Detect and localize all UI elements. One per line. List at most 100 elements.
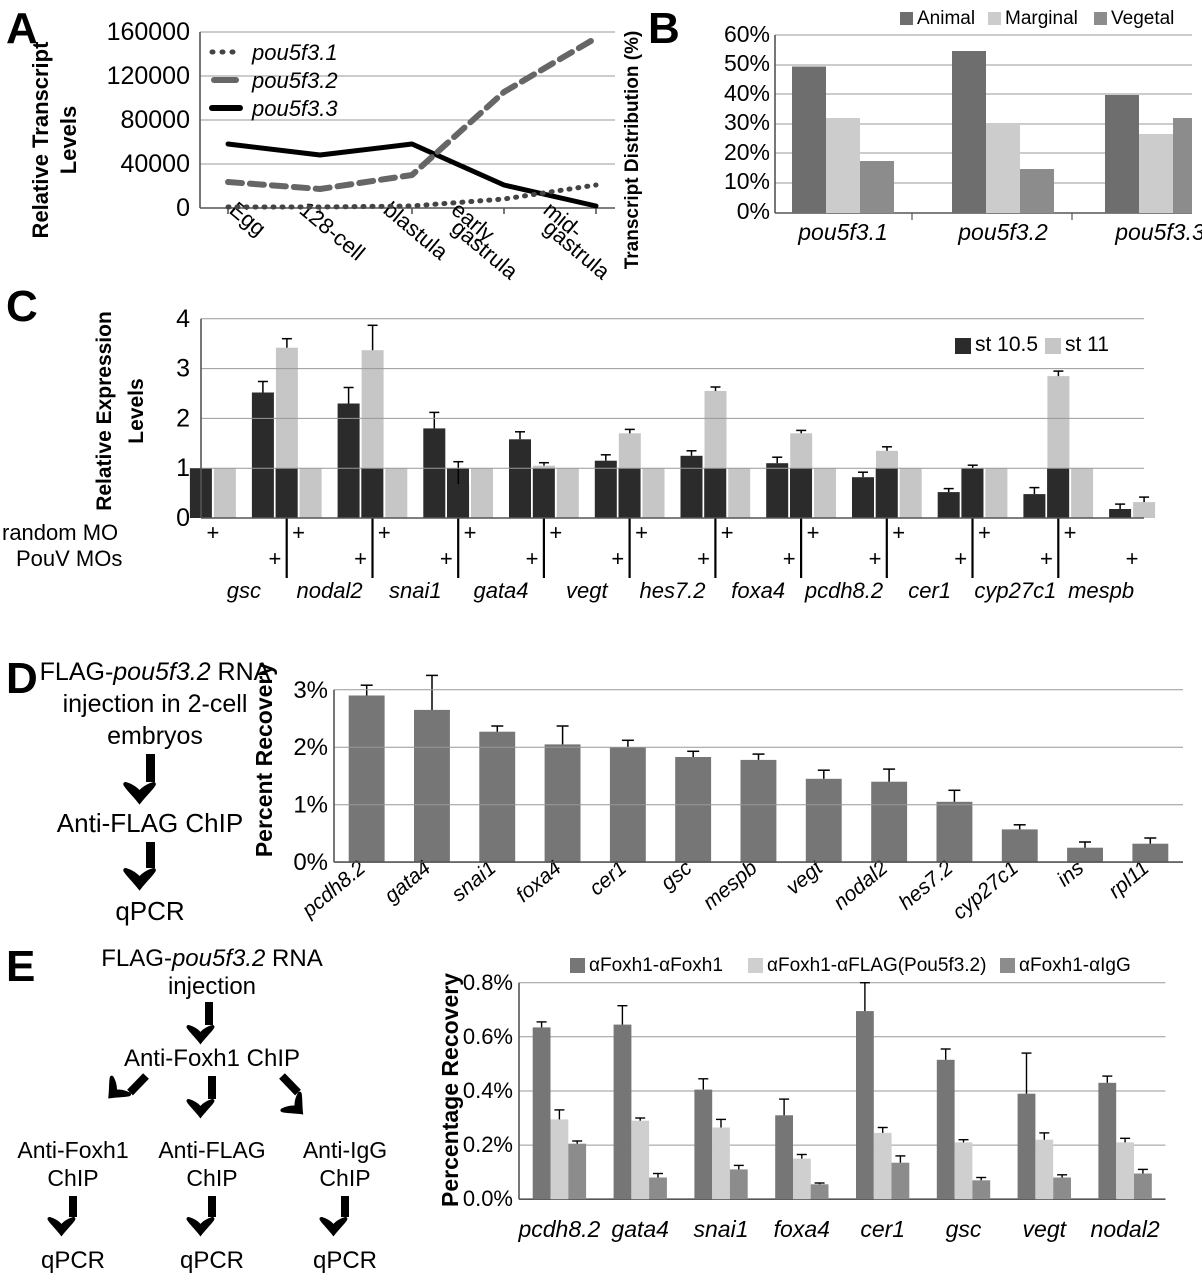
svg-text:snai1: snai1 [447,856,500,906]
svg-text:gata4: gata4 [473,578,528,603]
svg-text:20%: 20% [724,139,770,165]
svg-text:ChIP: ChIP [186,1165,237,1191]
svg-text:+: + [611,546,624,571]
svg-text:vegt: vegt [782,856,828,900]
svg-text:+: + [354,546,367,571]
svg-text:pou5f3.2: pou5f3.2 [957,219,1048,245]
svg-text:160000: 160000 [107,18,190,46]
svg-text:+: + [1064,520,1077,545]
svg-text:hes7.2: hes7.2 [639,578,705,603]
svg-text:qPCR: qPCR [115,896,184,926]
svg-text:FLAG-pou5f3.2 RNA: FLAG-pou5f3.2 RNA [40,658,271,686]
svg-text:4: 4 [176,305,190,333]
svg-text:Vegetal: Vegetal [1111,8,1174,29]
svg-text:nodal2: nodal2 [297,578,363,603]
svg-text:qPCR: qPCR [313,1247,377,1274]
svg-text:0.8%: 0.8% [463,970,513,995]
svg-text:+: + [635,520,648,545]
svg-text:ins: ins [1053,856,1089,891]
svg-text:0: 0 [176,504,190,532]
svg-text:injection in 2-cell: injection in 2-cell [63,690,248,718]
svg-text:0.2%: 0.2% [463,1132,513,1157]
svg-text:foxa4: foxa4 [512,856,566,907]
svg-text:rpl11: rpl11 [1104,856,1153,903]
svg-text:2: 2 [176,404,190,432]
svg-text:gsc: gsc [946,1216,982,1242]
svg-text:vegt: vegt [1023,1216,1068,1242]
svg-text:αFoxh1-αFLAG(Pou5f3.2): αFoxh1-αFLAG(Pou5f3.2) [767,955,986,976]
svg-text:+: + [807,520,820,545]
svg-text:Transcript Distribution (%): Transcript Distribution (%) [622,31,643,270]
svg-text:st 10.5: st 10.5 [975,333,1038,356]
svg-text:Animal: Animal [917,8,975,29]
svg-text:+: + [721,520,734,545]
svg-text:50%: 50% [724,50,770,76]
svg-text:ChIP: ChIP [319,1165,370,1191]
svg-text:Levels: Levels [56,106,81,175]
svg-text:cer1: cer1 [585,856,631,900]
svg-text:+: + [869,546,882,571]
svg-text:pou5f3.3: pou5f3.3 [251,96,338,121]
svg-text:+: + [464,520,477,545]
svg-text:vegt: vegt [566,578,608,603]
svg-text:1: 1 [176,454,190,482]
svg-text:3: 3 [176,355,190,383]
svg-text:snai1: snai1 [694,1216,749,1242]
svg-text:60%: 60% [724,21,770,47]
svg-text:0.6%: 0.6% [463,1024,513,1049]
svg-text:pou5f3.3: pou5f3.3 [1114,219,1202,245]
svg-text:FLAG-pou5f3.2 RNA: FLAG-pou5f3.2 RNA [101,945,322,972]
svg-text:Anti-FLAG: Anti-FLAG [158,1137,265,1163]
svg-text:+: + [978,520,991,545]
svg-text:Levels: Levels [125,378,148,443]
svg-text:gata4: gata4 [380,856,435,907]
svg-text:qPCR: qPCR [180,1247,244,1274]
svg-text:+: + [378,520,391,545]
svg-text:+: + [697,546,710,571]
svg-text:mespb: mespb [699,856,762,914]
svg-text:foxa4: foxa4 [731,578,785,603]
svg-text:Anti-FLAG ChIP: Anti-FLAG ChIP [57,808,243,838]
svg-text:gata4: gata4 [611,1216,669,1242]
svg-text:nodal2: nodal2 [829,856,892,914]
svg-text:cyp27c1: cyp27c1 [974,578,1056,603]
svg-text:+: + [440,546,453,571]
svg-text:+: + [292,520,305,545]
svg-text:Anti-Foxh1 ChIP: Anti-Foxh1 ChIP [124,1045,300,1072]
svg-text:αFoxh1-αIgG: αFoxh1-αIgG [1019,955,1131,976]
svg-text:pou5f3.2: pou5f3.2 [251,68,338,93]
svg-text:+: + [1126,546,1139,571]
svg-text:Relative Expression: Relative Expression [93,311,116,511]
svg-text:Anti-IgG: Anti-IgG [303,1137,387,1163]
svg-text:injection: injection [168,973,256,1000]
svg-text:random MO: random MO [2,520,118,545]
svg-text:Marginal: Marginal [1005,8,1078,29]
svg-text:PouV MOs: PouV MOs [16,546,122,571]
svg-text:mespb: mespb [1068,578,1134,603]
svg-text:cer1: cer1 [908,578,951,603]
svg-text:0%: 0% [737,198,770,224]
svg-text:gsc: gsc [657,856,697,895]
svg-text:+: + [892,520,905,545]
svg-text:nodal2: nodal2 [1091,1216,1160,1242]
svg-text:pcdh8.2: pcdh8.2 [297,856,370,923]
svg-text:pou5f3.1: pou5f3.1 [251,40,338,65]
svg-text:Relative Transcript: Relative Transcript [28,41,53,239]
svg-text:foxa4: foxa4 [774,1216,830,1242]
svg-text:80000: 80000 [120,106,190,134]
svg-text:Egg: Egg [225,197,271,241]
svg-text:snai1: snai1 [389,578,442,603]
svg-text:30%: 30% [724,109,770,135]
svg-text:120000: 120000 [107,62,190,90]
svg-text:40%: 40% [724,80,770,106]
svg-text:hes7.2: hes7.2 [895,856,958,914]
svg-text:st 11: st 11 [1065,333,1109,356]
svg-text:+: + [549,520,562,545]
svg-text:0.4%: 0.4% [463,1078,513,1103]
svg-text:qPCR: qPCR [41,1247,105,1274]
svg-text:ChIP: ChIP [47,1165,98,1191]
svg-text:gsc: gsc [227,578,261,603]
svg-text:0.0%: 0.0% [463,1186,513,1211]
svg-text:embryos: embryos [107,722,203,750]
svg-text:Anti-Foxh1: Anti-Foxh1 [17,1137,128,1163]
